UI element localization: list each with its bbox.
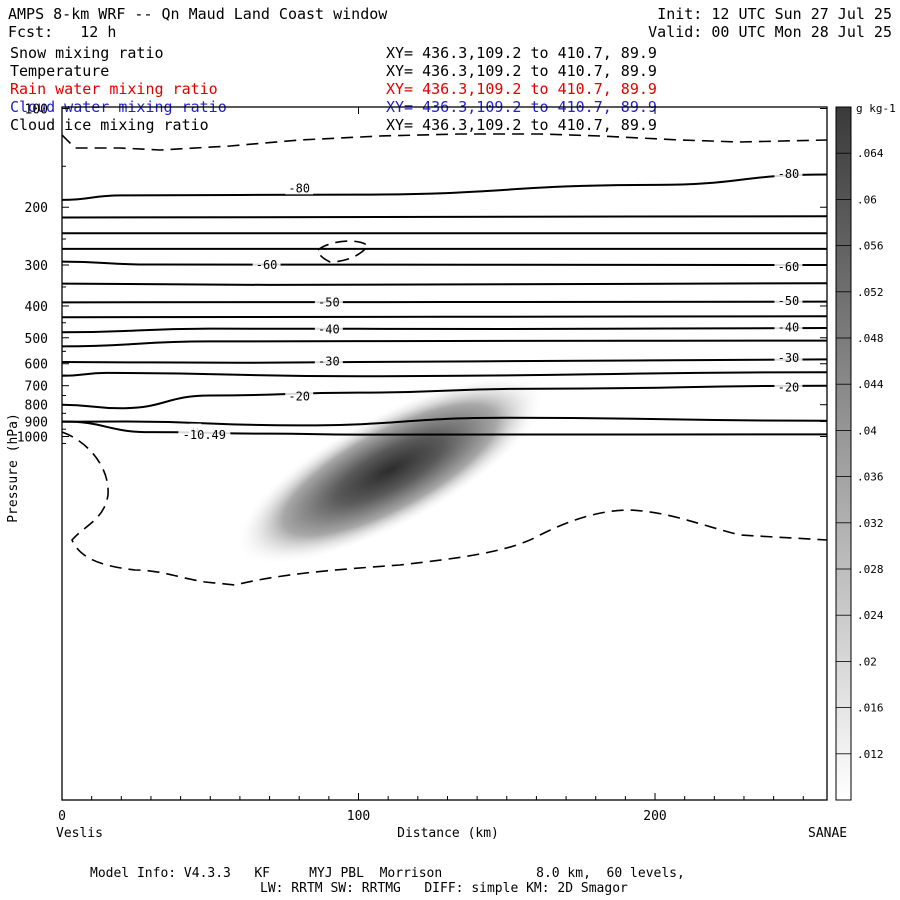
- snow-mixing-ratio-shading: [237, 376, 543, 564]
- temp-label-bg-7: [774, 318, 803, 334]
- colorbar: g kg-1 .012 .016 .02 .024 .028 .032 .036 .04 .04…: [835, 102, 896, 801]
- isotherm-11: [62, 371, 827, 378]
- init-time: Init: 12 UTC Sun 27 Jul 25: [657, 5, 892, 23]
- colorbar-tick-label-.036: .036: [857, 471, 884, 484]
- colorbar-tick-label-.056: .056: [857, 240, 884, 253]
- colorbar-tick-label-.06: .06: [857, 193, 877, 206]
- y-tick-label-100: 100: [25, 103, 48, 118]
- colorbar-tick-label-.044: .044: [857, 378, 884, 391]
- field-name-rain: Rain water mixing ratio: [10, 80, 218, 98]
- temp-label-bg-13: [178, 425, 231, 441]
- y-tick-label-500: 500: [25, 332, 48, 347]
- colorbar-tick-label-.032: .032: [857, 517, 884, 530]
- colorbar-tick-label-.028: .028: [857, 563, 884, 576]
- field-name-temperature: Temperature: [10, 62, 110, 80]
- colorbar-tick-label-.052: .052: [857, 286, 884, 299]
- field-xy-snow: XY= 436.3,109.2 to 410.7, 89.9: [386, 44, 657, 62]
- temp-label-4: -50: [318, 295, 340, 309]
- model-info-line2: LW: RRTM SW: RRTMG DIFF: simple KM: 2D S…: [260, 881, 628, 896]
- model-info-line1: Model Info: V4.3.3 KF MYJ PBL Morrison 8…: [90, 866, 685, 881]
- temp-label-bg-9: [774, 349, 803, 365]
- isotherm-14: [62, 420, 827, 436]
- isotherm-7: [62, 315, 827, 319]
- y-tick-label-700: 700: [25, 380, 48, 395]
- cloud-ice-top-contour: [62, 133, 827, 151]
- temp-label-5: -50: [778, 294, 800, 308]
- isotherm-8: [62, 327, 827, 334]
- colorbar-tick-label-.064: .064: [857, 147, 884, 160]
- plot-frame: [61, 106, 828, 801]
- temp-label-11: -20: [778, 380, 800, 394]
- cloud-ice-small-loop: [317, 240, 370, 263]
- temp-label-13: -10.49: [183, 428, 226, 442]
- temp-label-0: -80: [288, 181, 310, 195]
- field-name-cloud-ice: Cloud ice mixing ratio: [10, 116, 209, 134]
- x-end-label: SANAE: [808, 826, 847, 841]
- x-axis-label: Distance (km): [397, 826, 499, 841]
- y-tick-label-600: 600: [25, 358, 48, 373]
- y-tick-label-1000: 1000: [17, 431, 48, 446]
- colorbar-tick-label-.016: .016: [857, 702, 884, 715]
- cloud-ice-contours: [62, 133, 827, 586]
- field-xy-rain: XY= 436.3,109.2 to 410.7, 89.9: [386, 80, 657, 98]
- temp-label-bg-4: [314, 293, 343, 309]
- isotherm-12: [62, 384, 827, 410]
- forecast-hour: Fcst: 12 h: [8, 23, 117, 41]
- isotherm-10: [62, 358, 827, 364]
- isotherm-13: [62, 416, 827, 427]
- isotherm-1: [62, 215, 827, 219]
- colorbar-tick-label-.024: .024: [857, 609, 884, 622]
- chart-title: AMPS 8-km WRF -- Qn Maud Land Coast wind…: [8, 5, 388, 23]
- isotherm-6: [62, 300, 827, 304]
- temperature-labels: -80-80-60-60-50-50-40-40-30-30-20-20H-10…: [178, 164, 803, 442]
- temp-label-bg-10: [285, 387, 314, 403]
- isotherm-4: [62, 260, 827, 266]
- temp-label-bg-0: [285, 179, 314, 195]
- colorbar-tick-label-.04: .04: [857, 424, 877, 437]
- isotherm-9: [62, 339, 827, 348]
- temp-label-bg-6: [314, 320, 343, 336]
- colorbar-tick-label-.048: .048: [857, 332, 884, 345]
- temperature-isotherms: [62, 173, 827, 436]
- temp-label-bg-2: [252, 256, 281, 272]
- temp-label-7: -40: [778, 321, 800, 335]
- temp-label-3: -60: [778, 260, 800, 274]
- x-tick-label-100: 100: [347, 809, 370, 824]
- temp-label-bg-11: [774, 378, 803, 394]
- temp-label-8: -30: [318, 355, 340, 369]
- snow-max-core: [237, 376, 543, 564]
- temp-label-bg-3: [774, 257, 803, 273]
- valid-time: Valid: 00 UTC Mon 28 Jul 25: [648, 23, 892, 41]
- y-tick-label-200: 200: [25, 201, 48, 216]
- y-axis-label: Pressure (hPa): [6, 413, 21, 523]
- y-tick-label-800: 800: [25, 399, 48, 414]
- cloud-ice-low-contour: [62, 431, 827, 586]
- colorbar-gradient: [835, 106, 852, 801]
- x-start-label: Veslis: [56, 826, 103, 841]
- x-tick-label-0: 0: [58, 809, 66, 824]
- field-xy-cloud-ice: XY= 436.3,109.2 to 410.7, 89.9: [386, 116, 657, 134]
- isotherm-5: [62, 282, 827, 286]
- temp-label-6: -40: [318, 322, 340, 336]
- y-tick-label-300: 300: [25, 259, 48, 274]
- colorbar-tick-label-.02: .02: [857, 655, 877, 668]
- field-name-snow: Snow mixing ratio: [10, 44, 164, 62]
- temp-label-bg-8: [314, 352, 343, 368]
- temp-label-1: -80: [778, 167, 800, 181]
- temp-label-2: -60: [256, 258, 278, 272]
- y-tick-label-400: 400: [25, 300, 48, 315]
- y-tick-label-900: 900: [25, 415, 48, 430]
- x-tick-label-200: 200: [643, 809, 666, 824]
- temp-label-bg-1: [774, 164, 803, 180]
- colorbar-tick-label-.012: .012: [857, 748, 884, 761]
- temp-label-10: -20: [288, 389, 310, 403]
- field-xy-temperature: XY= 436.3,109.2 to 410.7, 89.9: [386, 62, 657, 80]
- colorbar-unit: g kg-1: [856, 102, 896, 115]
- x-axis: 0 100 200: [58, 107, 804, 824]
- temp-label-bg-5: [774, 291, 803, 307]
- isotherm-0: [62, 173, 827, 201]
- temp-label-9: -30: [778, 351, 800, 365]
